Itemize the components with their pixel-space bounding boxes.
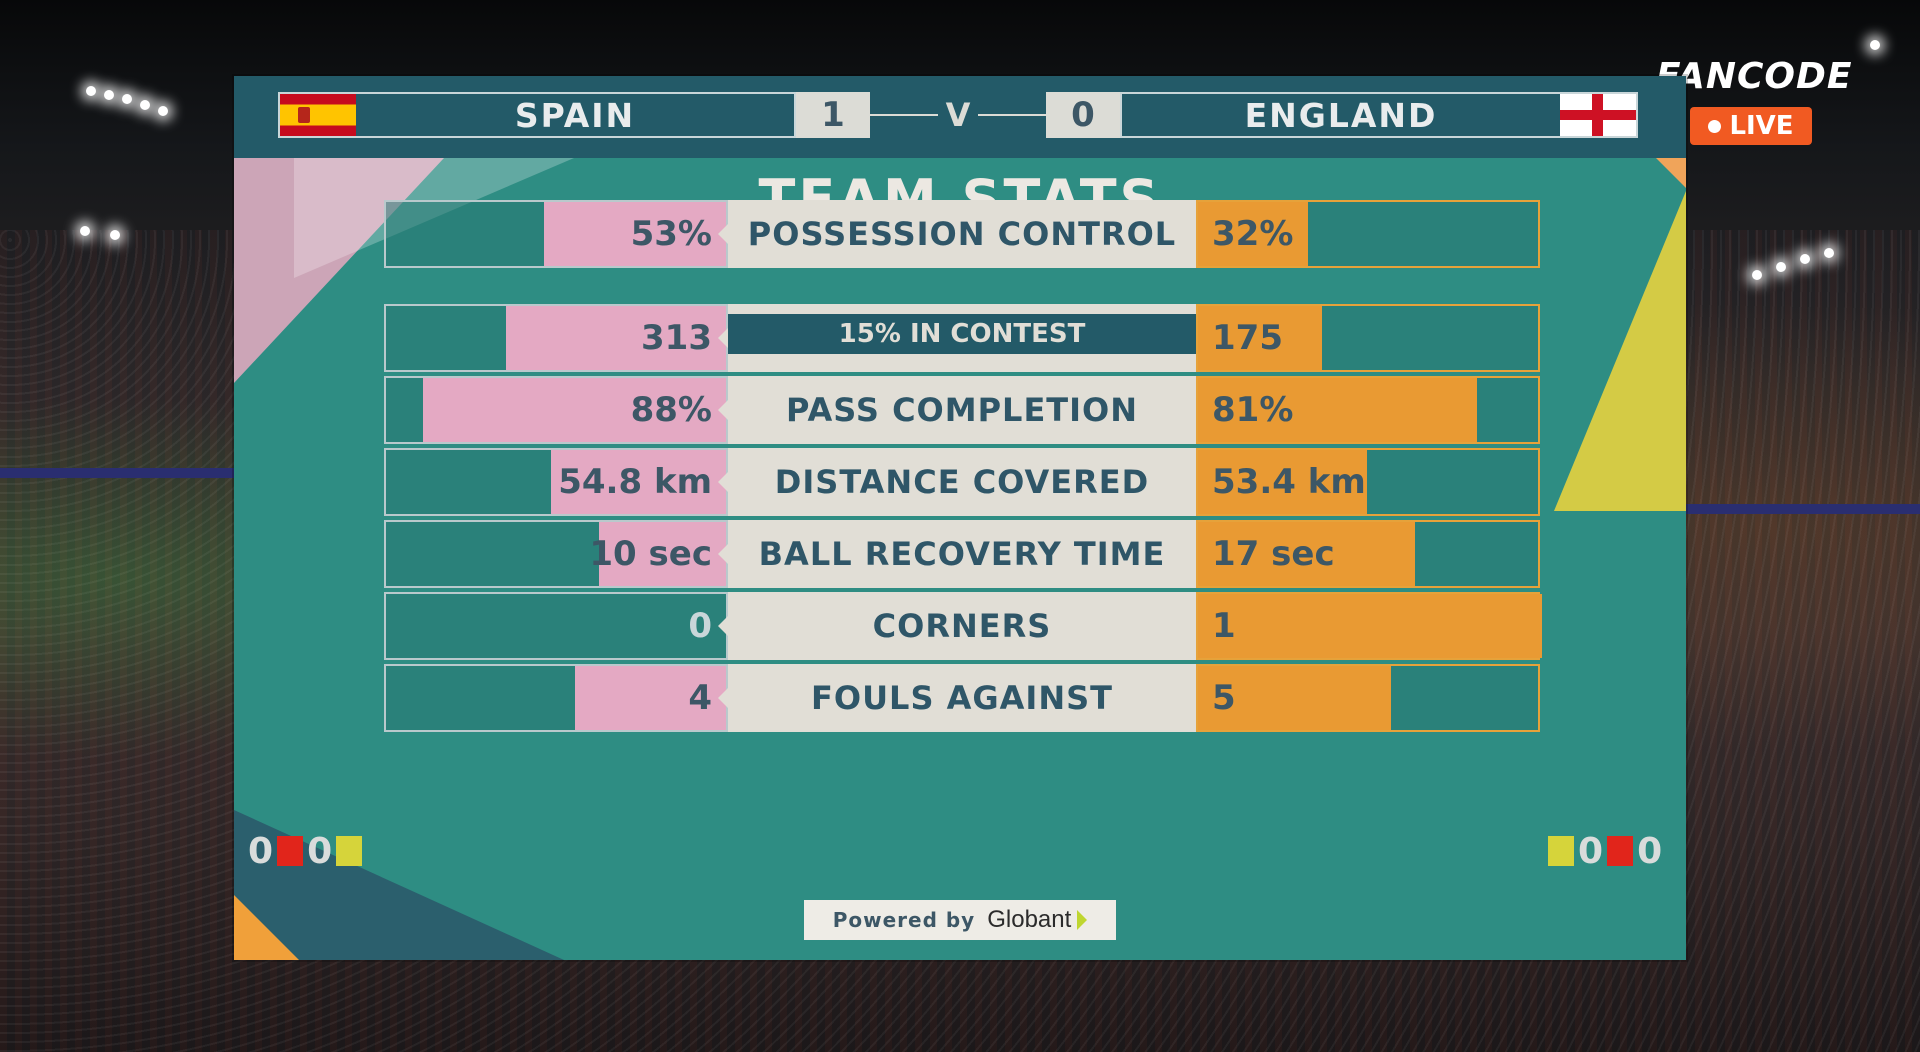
- away-stat-value: 53.4 km: [1198, 450, 1367, 514]
- stat-row: 4 FOULS AGAINST 5: [384, 664, 1540, 732]
- home-stat-value: 54.8 km: [550, 450, 726, 514]
- home-stat-value: 10 sec: [589, 522, 726, 586]
- powered-by-banner: Powered by Globant: [804, 900, 1116, 940]
- yellow-card-icon: [1548, 836, 1574, 866]
- decor-shape: [1656, 158, 1686, 188]
- away-bar-frame: 1: [1196, 592, 1542, 660]
- scoreboard: SPAIN 1 V 0 ENGLAND: [278, 92, 1638, 138]
- away-bar-frame: 17 sec: [1196, 520, 1540, 588]
- home-yellow-card-count: 0: [307, 830, 333, 872]
- home-bar-frame: 0: [384, 592, 728, 660]
- stat-label: FOULS AGAINST: [718, 664, 1206, 732]
- powered-by-label: Powered by: [832, 908, 976, 932]
- home-stat-value: 4: [574, 666, 726, 730]
- stat-row: 0 CORNERS 1: [384, 592, 1542, 660]
- home-bar-frame: 10 sec: [384, 520, 728, 588]
- stat-label: DISTANCE COVERED: [718, 448, 1206, 516]
- decor-shape: [234, 895, 299, 960]
- decor-shape: [1554, 191, 1686, 511]
- away-yellow-card-count: 0: [1578, 830, 1604, 872]
- home-red-card-count: 0: [248, 830, 274, 872]
- stat-label: BALL RECOVERY TIME: [718, 520, 1206, 588]
- home-stat-value: 313: [505, 306, 726, 370]
- stat-row: 54.8 km DISTANCE COVERED 53.4 km: [384, 448, 1540, 516]
- away-stat-value: 81%: [1198, 378, 1477, 442]
- fancode-logo: FANCODE: [1656, 56, 1853, 97]
- away-team: ENGLAND: [1120, 92, 1638, 138]
- away-bar-frame: 175: [1196, 304, 1540, 372]
- home-cards: 0 0: [248, 830, 363, 872]
- globant-logo: Globant: [987, 906, 1072, 933]
- red-card-icon: [1607, 836, 1634, 866]
- advertising-board-right: [1686, 504, 1920, 514]
- home-stat-value: 0: [688, 606, 712, 646]
- home-stat-value: 88%: [423, 378, 726, 442]
- possession-contest-note: 15% IN CONTEST: [728, 314, 1196, 354]
- red-card-icon: [277, 836, 304, 866]
- home-bar-frame: 53%: [384, 200, 728, 268]
- home-bar-frame: 54.8 km: [384, 448, 728, 516]
- home-bar-frame: 88%: [384, 376, 728, 444]
- advertising-board-left: [0, 468, 234, 478]
- home-team-name: SPAIN: [514, 95, 636, 135]
- live-dot-icon: [1708, 119, 1722, 133]
- stat-label: CORNERS: [718, 592, 1206, 660]
- stat-row: 313PASSES ATTEMPTED175: [384, 304, 1540, 372]
- home-bar-frame: 313: [384, 304, 728, 372]
- away-bar-frame: 5: [1196, 664, 1540, 732]
- home-team: SPAIN: [278, 92, 796, 138]
- away-stat-value: 1: [1198, 594, 1542, 658]
- away-bar-frame: 81%: [1196, 376, 1540, 444]
- away-stat-value: 32%: [1198, 202, 1309, 266]
- away-stat-value: 5: [1198, 666, 1391, 730]
- stat-row: 10 sec BALL RECOVERY TIME 17 sec: [384, 520, 1540, 588]
- broadcaster-brand: FANCODE LIVE: [1656, 56, 1853, 145]
- stat-label: PASS COMPLETION: [718, 376, 1206, 444]
- team-stats-panel: SPAIN 1 V 0 ENGLAND TEAM STATS 53%POSSES…: [234, 76, 1686, 960]
- live-label: LIVE: [1729, 111, 1794, 141]
- live-badge: LIVE: [1690, 107, 1812, 145]
- home-bar-frame: 4: [384, 664, 728, 732]
- away-score: 0: [1046, 92, 1120, 138]
- stat-row: 88% PASS COMPLETION 81%: [384, 376, 1540, 444]
- stat-label: POSSESSION CONTROL: [718, 200, 1206, 268]
- home-stat-value: 53%: [543, 202, 726, 266]
- globant-chevron-icon: [1077, 910, 1088, 930]
- home-score: 1: [796, 92, 870, 138]
- versus-label: V: [938, 92, 978, 138]
- yellow-card-icon: [336, 836, 363, 866]
- away-bar-frame: 32%: [1196, 200, 1540, 268]
- away-stat-value: 175: [1198, 306, 1322, 370]
- spain-flag-icon: [280, 94, 356, 136]
- away-red-card-count: 0: [1637, 830, 1663, 872]
- away-cards: 0 0: [1548, 830, 1663, 872]
- away-team-name: ENGLAND: [1244, 95, 1438, 135]
- england-flag-icon: [1560, 94, 1636, 136]
- away-stat-value: 17 sec: [1198, 522, 1415, 586]
- away-bar-frame: 53.4 km: [1196, 448, 1540, 516]
- stat-row: 53% POSSESSION CONTROL 32%: [384, 200, 1540, 268]
